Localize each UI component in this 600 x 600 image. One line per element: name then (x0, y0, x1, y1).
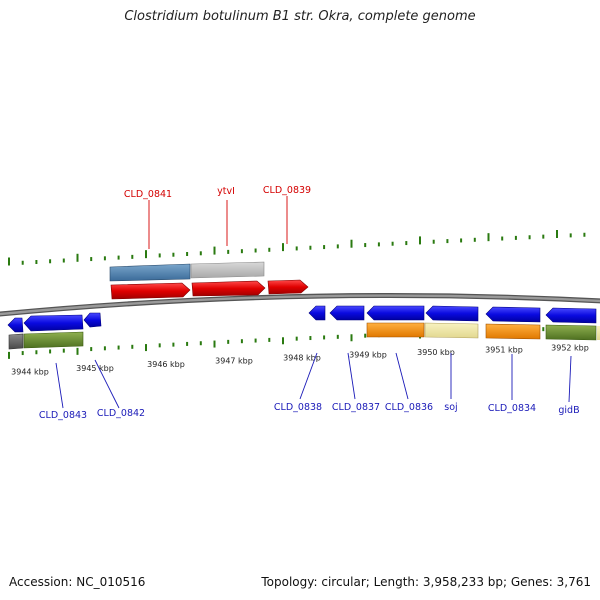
gene-label-CLD_0839[interactable]: CLD_0839 (263, 185, 311, 196)
gene-label-CLD_0842[interactable]: CLD_0842 (97, 408, 145, 419)
cog-bar-steel (109, 263, 191, 282)
gene-arrow-CLD_0839[interactable] (267, 279, 309, 295)
gene-arrow-CLD_0836[interactable] (366, 305, 425, 321)
scale-tick-label: 3950 kbp (417, 348, 455, 357)
scale-tick-label: 3949 kbp (349, 351, 387, 360)
cog-bar-gray (190, 261, 265, 279)
scale-tick-label: 3944 kbp (11, 368, 49, 377)
forward-gene-labels: CLD_0841 ytvI CLD_0839 (124, 185, 311, 249)
scale-tick-label: 3948 kbp (283, 353, 321, 362)
gene-label-CLD_0843[interactable]: CLD_0843 (39, 410, 87, 421)
leader-CLD_0838 (299, 352, 318, 400)
reverse-gene-labels: CLD_0843 CLD_0842 CLD_0838 CLD_0837 CLD_… (39, 352, 580, 421)
gene-label-CLD_0836[interactable]: CLD_0836 (385, 402, 433, 413)
gene-label-soj[interactable]: soj (444, 402, 457, 413)
scale-tick-label: 3945 kbp (76, 364, 114, 373)
forward-cog-track (109, 261, 265, 282)
accession-label: Accession: NC_010516 (9, 575, 146, 589)
gene-label-CLD_0837[interactable]: CLD_0837 (332, 402, 380, 413)
genome-backbone-highlight (0, 294, 600, 316)
cog-bar-olive (23, 331, 84, 349)
outer-tick-ring (8, 230, 586, 266)
reverse-gene-track (7, 305, 597, 333)
gene-arrow-CLD_0841[interactable] (110, 282, 191, 300)
gene-label-CLD_0838[interactable]: CLD_0838 (274, 402, 322, 413)
cog-bar-edge (597, 326, 600, 340)
leader-CLD_0836 (395, 352, 409, 400)
cog-bar-orange (366, 322, 425, 338)
gene-arrow-gidB[interactable] (545, 307, 597, 324)
gene-arrow-CLD_0843[interactable] (23, 314, 84, 332)
forward-gene-track (110, 279, 309, 300)
leader-gidB (568, 355, 572, 403)
leader-CLD_0842 (94, 359, 120, 409)
gene-label-gidB[interactable]: gidB (558, 405, 579, 416)
gene-arrow-CLD_0837[interactable] (329, 305, 365, 321)
cog-bar-olive-2 (545, 324, 597, 341)
leader-CLD_0837 (347, 352, 356, 400)
cog-bar-yellow (424, 322, 479, 339)
scale-tick-label: 3946 kbp (147, 360, 185, 369)
gene-label-CLD_0834[interactable]: CLD_0834 (488, 403, 536, 414)
gene-arrow-ytvI[interactable] (191, 280, 266, 297)
gene-arrow-CLD_0834[interactable] (485, 306, 541, 323)
leader-CLD_0843 (55, 362, 64, 409)
cog-bar-dark (8, 333, 24, 350)
genome-title: Clostridium botulinum B1 str. Okra, comp… (124, 9, 476, 24)
gene-arrow-partial[interactable] (7, 317, 24, 333)
gene-label-CLD_0841[interactable]: CLD_0841 (124, 189, 172, 200)
scale-tick-label: 3952 kbp (551, 343, 589, 352)
gene-arrow-CLD_0842[interactable] (83, 312, 102, 328)
gene-arrow-soj[interactable] (425, 305, 479, 322)
scale-tick-label: 3951 kbp (485, 345, 523, 354)
cog-bar-orange-2 (485, 323, 541, 340)
gene-label-ytvI[interactable]: ytvI (217, 186, 235, 197)
gene-arrow-CLD_0838[interactable] (308, 305, 326, 321)
genome-summary: Topology: circular; Length: 3,958,233 bp… (261, 575, 591, 589)
scale-tick-label: 3947 kbp (215, 357, 253, 366)
reverse-cog-track (8, 322, 600, 350)
